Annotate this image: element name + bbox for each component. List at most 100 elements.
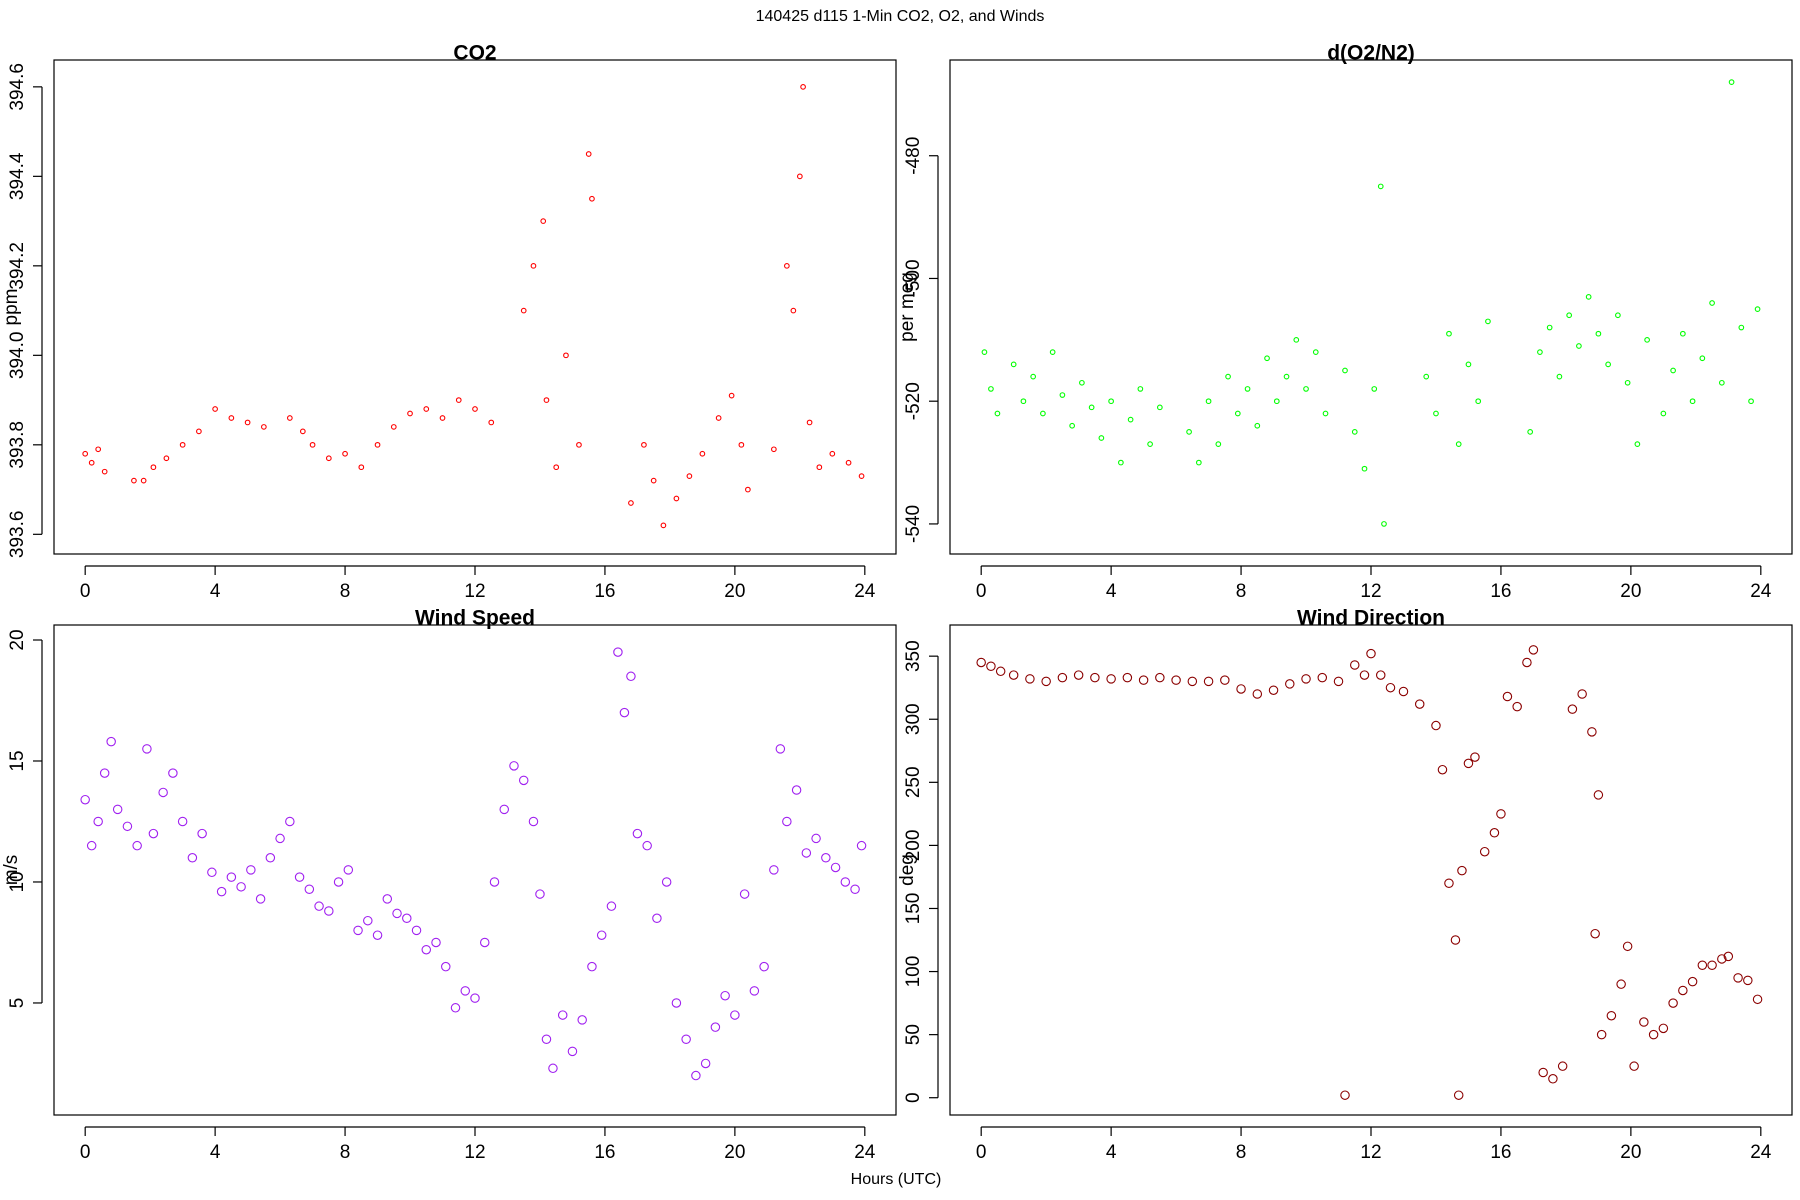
data-point: [1301, 674, 1311, 684]
data-point: [509, 761, 519, 771]
y-tick-label: 394.6: [7, 63, 28, 111]
data-point: [775, 744, 786, 754]
data-point: [1465, 361, 1472, 368]
data-point: [304, 884, 315, 894]
data-point: [830, 862, 841, 873]
data-point: [769, 865, 779, 875]
x-tick-label: 12: [464, 1142, 485, 1163]
y-tick-label: 0: [903, 1092, 924, 1103]
data-point: [1342, 367, 1348, 374]
y-tick-label: 394.4: [7, 152, 28, 200]
data-point: [353, 925, 363, 936]
data-point: [1596, 1029, 1607, 1040]
data-point: [1680, 330, 1686, 337]
data-point: [1754, 306, 1761, 312]
data-point: [1285, 679, 1295, 689]
data-point: [585, 151, 592, 157]
data-point: [343, 865, 354, 875]
data-point: [207, 867, 217, 878]
data-point: [1512, 701, 1522, 712]
x-tick-label: 16: [1490, 581, 1511, 602]
data-point: [1195, 459, 1202, 466]
data-point: [596, 930, 607, 940]
data-point: [423, 406, 430, 412]
data-point: [801, 848, 812, 858]
data-point: [450, 1003, 461, 1013]
data-point: [99, 768, 110, 778]
data-point: [1709, 300, 1715, 306]
data-point: [1317, 672, 1328, 683]
data-point: [1648, 1029, 1659, 1040]
data-point: [1738, 324, 1745, 331]
data-point: [488, 419, 495, 426]
data-point: [981, 349, 988, 355]
data-point: [106, 736, 116, 747]
data-point: [1522, 657, 1532, 668]
data-point: [1041, 676, 1051, 687]
data-point: [986, 661, 996, 672]
data-point: [1057, 672, 1068, 683]
data-point: [1444, 878, 1454, 888]
data-point: [518, 775, 529, 786]
x-tick-label: 4: [210, 581, 221, 602]
data-point: [535, 889, 545, 899]
data-point: [1606, 1010, 1617, 1021]
data-point: [197, 828, 207, 839]
data-point: [1268, 685, 1279, 695]
data-point: [342, 450, 348, 457]
data-point: [1398, 686, 1409, 697]
data-point: [1622, 941, 1633, 952]
data-point: [112, 804, 123, 815]
data-point: [728, 392, 735, 399]
data-point: [691, 1070, 701, 1081]
data-point: [700, 1058, 711, 1069]
data-point: [576, 441, 582, 448]
data-point: [382, 894, 393, 904]
data-point: [1283, 373, 1290, 380]
data-point: [710, 1022, 721, 1032]
data-point: [1660, 410, 1667, 417]
plot-frame: [949, 59, 1793, 555]
data-point: [1069, 422, 1075, 429]
data-point: [1008, 670, 1019, 680]
data-point: [441, 961, 451, 972]
data-point: [589, 195, 595, 202]
data-point: [528, 816, 539, 827]
panel-title: Wind Direction: [1297, 607, 1445, 630]
data-point: [265, 853, 276, 863]
data-point: [421, 944, 432, 955]
y-tick-label: -500: [903, 259, 924, 297]
data-point: [1629, 1061, 1639, 1071]
data-point: [309, 441, 316, 448]
data-point: [541, 1034, 552, 1045]
data-point: [1479, 846, 1490, 857]
data-point: [771, 446, 777, 453]
x-tick-label: 24: [1750, 581, 1772, 602]
data-point: [1670, 367, 1676, 374]
data-point: [686, 473, 693, 479]
data-point: [1577, 689, 1587, 699]
data-point: [816, 464, 823, 471]
data-point: [626, 671, 636, 682]
data-point: [374, 441, 381, 448]
data-point: [131, 477, 137, 484]
data-point: [1557, 1061, 1568, 1071]
data-point: [212, 406, 218, 412]
data-point: [1502, 691, 1513, 702]
data-point: [101, 468, 108, 475]
data-point: [661, 877, 672, 887]
data-point: [1073, 670, 1084, 680]
data-point: [1351, 429, 1358, 435]
data-point: [1538, 1067, 1548, 1078]
data-point: [86, 840, 97, 851]
data-point: [650, 477, 657, 484]
data-point: [1556, 373, 1563, 380]
data-point: [1090, 672, 1100, 683]
data-point: [1615, 312, 1621, 319]
data-point: [759, 961, 769, 972]
data-point: [140, 477, 147, 484]
data-point: [358, 464, 365, 471]
data-point: [619, 707, 630, 718]
data-point: [858, 473, 865, 479]
data-point: [1595, 330, 1602, 337]
